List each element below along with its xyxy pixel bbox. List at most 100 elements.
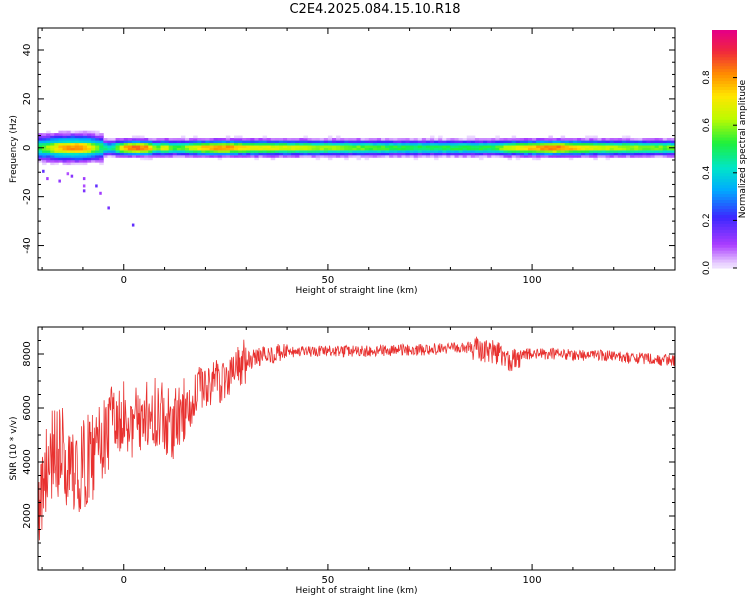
spectrogram-cell xyxy=(82,140,88,144)
spectrogram-cell xyxy=(74,150,80,153)
spectrogram-cell xyxy=(127,140,133,144)
spectrogram-cell xyxy=(303,145,308,148)
spectrogram-cell xyxy=(283,155,288,158)
spectrogram-cell xyxy=(413,142,419,146)
spectrogram-cell xyxy=(474,142,480,146)
spectrogram-cell xyxy=(50,145,55,148)
spectrogram-cell xyxy=(180,150,186,153)
spectrogram-cell xyxy=(495,150,500,153)
spectrogram-cell xyxy=(189,140,194,144)
spectrogram-cell xyxy=(670,155,676,158)
spectrogram-cell xyxy=(82,135,88,139)
spectrogram-cell xyxy=(148,152,153,156)
spectrogram-cell xyxy=(515,147,521,151)
spectrogram-cell xyxy=(78,150,84,153)
spectrogram-cell xyxy=(430,147,435,151)
spectrogram-cell xyxy=(164,140,170,144)
spectrogram-cell xyxy=(466,135,472,139)
spectrogram-cell xyxy=(234,147,239,151)
spectrogram-cell xyxy=(434,152,439,156)
spectrogram-cell xyxy=(666,155,672,158)
spectrogram-cell xyxy=(495,142,500,146)
spectrogram-cell xyxy=(634,150,639,153)
spectrogram-cell xyxy=(152,140,157,144)
spectrogram-cell xyxy=(646,155,651,158)
spectrogram-cell xyxy=(446,147,451,151)
spectrogram-cell xyxy=(185,145,190,148)
spectrogram-cell xyxy=(474,145,480,148)
spectrogram-cell xyxy=(74,155,80,158)
colorbar-step xyxy=(712,190,737,195)
spectrogram-cell xyxy=(654,145,660,148)
spectrogram-cell xyxy=(360,138,366,141)
spectrogram-cell xyxy=(95,140,100,144)
spectrogram-cell xyxy=(95,157,100,161)
spectrogram-cell xyxy=(58,145,63,148)
spectrogram-cell xyxy=(270,150,276,153)
spectrogram-cell xyxy=(46,133,51,136)
spectrogram-cell xyxy=(372,145,378,148)
spectrogram-speck xyxy=(95,184,98,188)
spectrogram-cell xyxy=(670,150,676,153)
colorbar-step xyxy=(712,181,737,186)
spectrogram-cell xyxy=(205,140,210,144)
spectrogram-cell xyxy=(491,145,496,148)
spectrogram-cell xyxy=(405,147,410,151)
spectrogram-cell xyxy=(319,152,325,156)
spectrogram-cell xyxy=(454,150,459,153)
colorbar-tick-label: 0.0 xyxy=(702,261,712,276)
spectrogram-cell xyxy=(585,147,590,151)
spectrogram-cell xyxy=(401,155,406,158)
spectrogram-cell xyxy=(66,140,72,144)
spectrogram-cell xyxy=(42,160,47,163)
spectrogram-cell xyxy=(254,152,259,156)
spectrogram-cell xyxy=(650,140,655,144)
spectrogram-cell xyxy=(140,150,145,153)
spectrogram-cell xyxy=(503,138,508,141)
colorbar-step xyxy=(712,202,737,207)
spectrogram-cell xyxy=(291,145,296,148)
colorbar-step xyxy=(712,238,737,242)
spectrogram-cell xyxy=(650,138,655,141)
spectrogram-cell xyxy=(466,140,472,144)
spectrogram-cell xyxy=(87,152,92,156)
spectrogram-cell xyxy=(144,150,149,153)
spectrogram-cell xyxy=(168,140,174,144)
spectrogram-cell xyxy=(536,145,541,148)
spectrogram-speck xyxy=(42,169,45,173)
spectrogram-cell xyxy=(564,155,570,158)
spectrogram-cell xyxy=(442,155,447,158)
spectrogram-cell xyxy=(601,140,606,144)
spectrogram-cell xyxy=(91,152,96,156)
spectrogram-cell xyxy=(107,138,112,141)
spectrogram-cell xyxy=(397,152,402,156)
spectrogram-cell xyxy=(127,155,133,158)
spectrogram-cell xyxy=(483,140,488,144)
spectrogram-cell xyxy=(323,155,329,158)
colorbar-step xyxy=(712,86,737,90)
spectrogram-cell xyxy=(654,140,660,144)
spectrogram-cell xyxy=(442,147,447,151)
spectrogram-cell xyxy=(393,155,398,158)
colorbar-tick-label: 0.6 xyxy=(702,118,712,133)
spectrogram-cell xyxy=(409,138,415,141)
spectrogram-cell xyxy=(176,150,182,153)
spectrogram-cell xyxy=(38,147,43,151)
spectrogram-cell xyxy=(201,142,206,146)
spectrogram-cell xyxy=(131,135,137,139)
spectrogram-cell xyxy=(670,145,676,148)
spectrogram-cell xyxy=(107,142,112,146)
spectrogram-cell xyxy=(246,138,251,141)
spectrogram-cell xyxy=(266,155,272,158)
spectrogram-speck xyxy=(107,206,110,210)
spectrogram-x-tick-label: 0 xyxy=(121,275,127,286)
spectrogram-cell xyxy=(630,145,635,148)
spectrogram-cell xyxy=(556,138,562,141)
spectrogram-cell xyxy=(577,147,582,151)
spectrogram-cell xyxy=(417,147,423,151)
spectrogram-cell xyxy=(511,142,517,146)
spectrogram-cell xyxy=(585,135,590,139)
spectrogram-cell xyxy=(425,140,431,144)
spectrogram-cell xyxy=(180,152,186,156)
spectrogram-cell xyxy=(515,150,521,153)
